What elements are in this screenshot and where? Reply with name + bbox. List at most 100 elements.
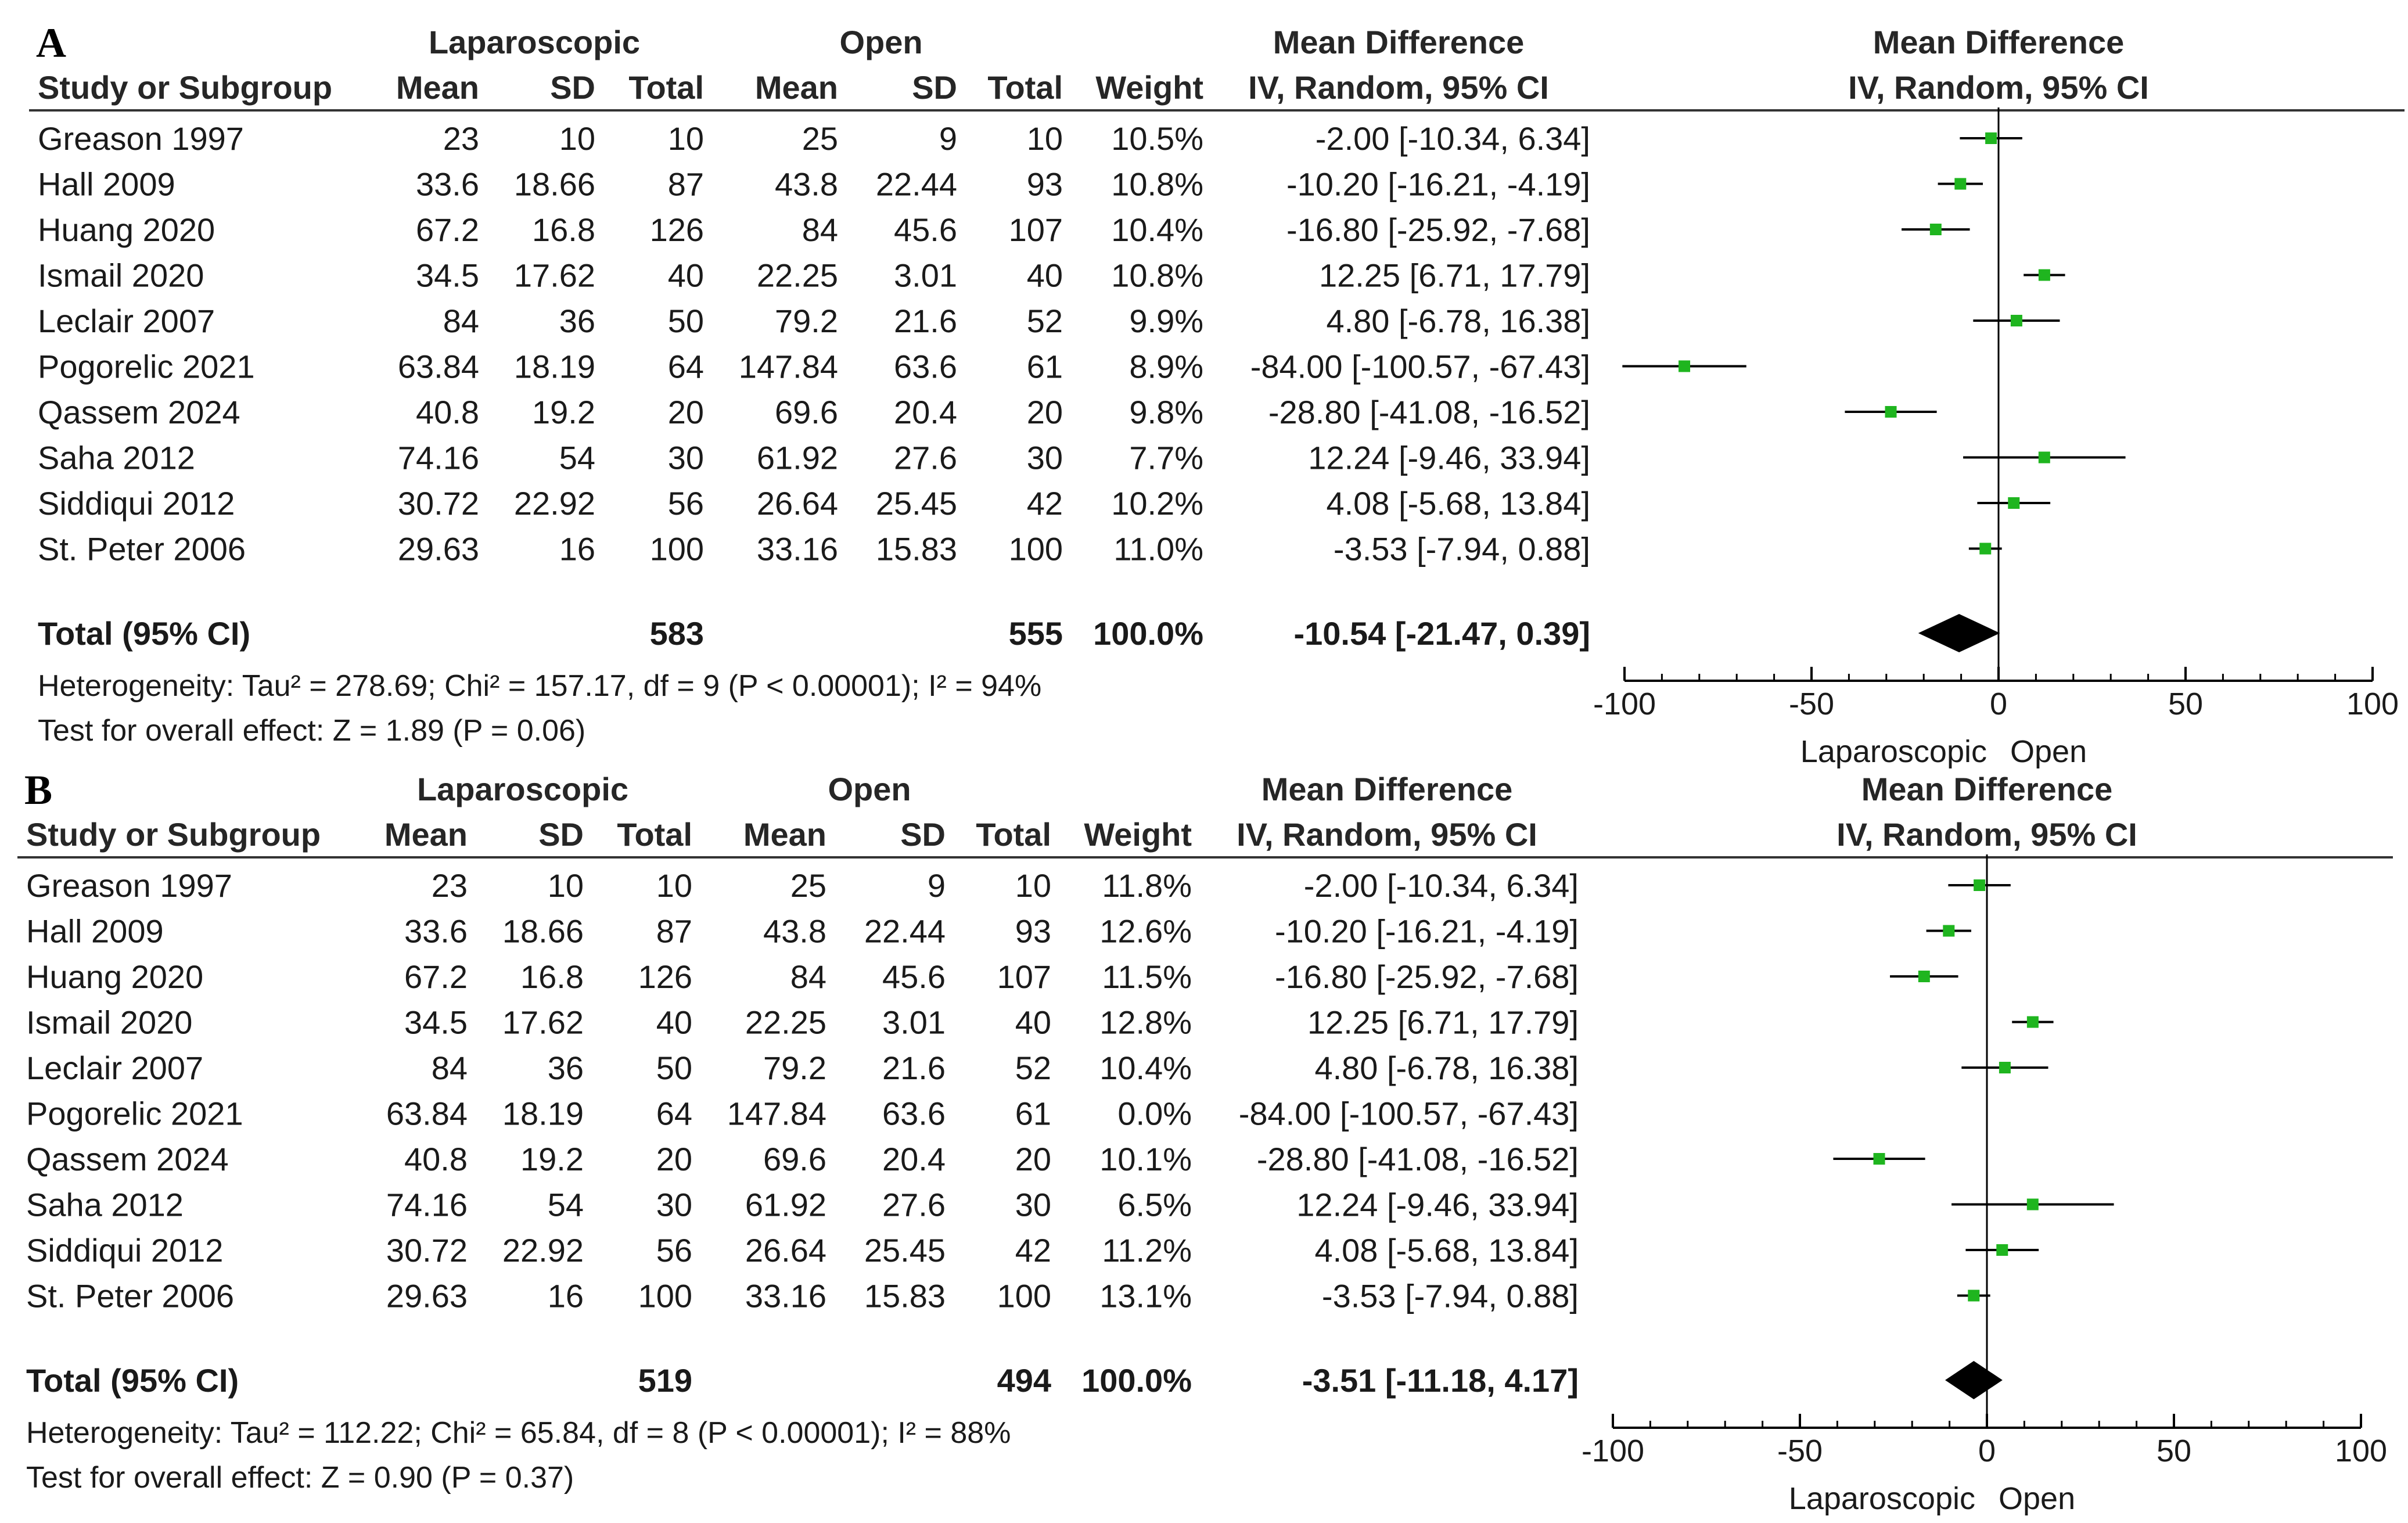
study-weight: 10.4% <box>1111 211 1203 248</box>
study-effect-ci: -84.00 [-100.57, -67.43] <box>1250 349 1590 385</box>
lap-mean: 84 <box>432 1050 468 1086</box>
lap-mean: 63.84 <box>398 349 479 385</box>
study-row: Huang 2020 67.2 16.8 126 84 45.6 107 11.5% -16.8… <box>26 958 1958 995</box>
lap-sd: 36 <box>548 1050 584 1086</box>
study-weight: 12.8% <box>1099 1004 1192 1041</box>
open-sd: 45.6 <box>882 958 946 995</box>
study-point-marker <box>1979 543 1992 555</box>
lap-mean: 33.6 <box>416 166 479 203</box>
open-total: 42 <box>1027 485 1063 522</box>
study-weight: 6.5% <box>1117 1187 1192 1223</box>
lap-mean: 63.84 <box>386 1095 468 1132</box>
open-total: 52 <box>1027 303 1063 339</box>
study-weight: 7.7% <box>1129 440 1203 476</box>
lap-mean: 23 <box>432 867 468 904</box>
lap-sd: 10 <box>559 120 595 157</box>
group1-header: Laparoscopic <box>429 24 640 60</box>
study-point-marker <box>1873 1153 1885 1165</box>
study-effect-ci: -28.80 [-41.08, -16.52] <box>1268 394 1590 430</box>
lap-mean: 23 <box>443 120 479 157</box>
open-total: 107 <box>1009 211 1063 248</box>
lap-mean: 29.63 <box>386 1278 468 1314</box>
study-effect-ci: -10.20 [-16.21, -4.19] <box>1275 913 1579 950</box>
study-row: Ismail 2020 34.5 17.62 40 22.25 3.01 40 10.8% 12… <box>38 257 2065 294</box>
open-total: 30 <box>1027 440 1063 476</box>
lap-sd: 16.8 <box>520 958 584 995</box>
lap-mean: 30.72 <box>398 485 479 522</box>
study-row: Pogorelic 2021 63.84 18.19 64 147.84 63.6 61 8.… <box>38 349 1746 385</box>
x-tick-label: -100 <box>1593 687 1656 721</box>
plot-method-header: IV, Random, 95% CI <box>1848 69 2149 106</box>
lap-total: 20 <box>668 394 704 430</box>
pooled-effect-diamond <box>1918 614 2000 652</box>
total-effect-ci: -10.54 [-21.47, 0.39] <box>1293 615 1590 652</box>
study-effect-ci: 4.08 [-5.68, 13.84] <box>1326 485 1590 522</box>
plot-method-header: IV, Random, 95% CI <box>1836 816 2137 853</box>
open-mean: 69.6 <box>763 1141 826 1177</box>
study-weight: 9.8% <box>1129 394 1203 430</box>
study-point-marker <box>2026 1016 2039 1028</box>
col-total2-header: Total <box>987 69 1063 106</box>
lap-sd: 16 <box>559 531 595 567</box>
open-total: 100 <box>1009 531 1063 567</box>
study-effect-ci: -3.53 [-7.94, 0.88] <box>1322 1278 1579 1314</box>
lap-total: 40 <box>668 257 704 294</box>
pooled-effect-diamond <box>1945 1361 2003 1399</box>
lap-mean: 84 <box>443 303 479 339</box>
open-sd: 27.6 <box>894 440 957 476</box>
study-weight: 10.8% <box>1111 257 1203 294</box>
open-mean: 147.84 <box>727 1095 826 1132</box>
lap-mean: 40.8 <box>416 394 479 430</box>
effect-title: Mean Difference <box>1261 771 1513 807</box>
col-sd1-header: SD <box>538 816 584 853</box>
study-point-marker <box>2026 1198 2039 1211</box>
total-weight: 100.0% <box>1081 1362 1192 1399</box>
col-method-header: IV, Random, 95% CI <box>1237 816 1537 853</box>
open-mean: 61.92 <box>745 1187 826 1223</box>
open-mean: 79.2 <box>775 303 838 339</box>
open-sd: 63.6 <box>894 349 957 385</box>
lap-sd: 54 <box>548 1187 584 1223</box>
x-tick-label: -50 <box>1777 1434 1823 1468</box>
study-point-marker <box>1954 178 1967 190</box>
open-sd: 3.01 <box>882 1004 946 1041</box>
study-row: Siddiqui 2012 30.72 22.92 56 26.64 25.45 42 10.… <box>38 485 2051 522</box>
study-effect-ci: 12.24 [-9.46, 33.94] <box>1296 1187 1579 1223</box>
lap-sd: 17.62 <box>514 257 595 294</box>
lap-sd: 19.2 <box>532 394 595 430</box>
study-weight: 11.5% <box>1102 958 1192 995</box>
open-total: 40 <box>1015 1004 1051 1041</box>
study-weight: 10.8% <box>1111 166 1203 203</box>
study-effect-ci: -2.00 [-10.34, 6.34] <box>1304 867 1579 904</box>
lap-sd: 10 <box>548 867 584 904</box>
open-mean: 147.84 <box>739 349 838 385</box>
open-total: 61 <box>1027 349 1063 385</box>
open-total: 10 <box>1027 120 1063 157</box>
x-tick-label: -50 <box>1789 687 1834 721</box>
open-total: 107 <box>997 958 1051 995</box>
study-effect-ci: -16.80 [-25.92, -7.68] <box>1286 211 1590 248</box>
study-point-marker <box>1985 132 1997 144</box>
study-weight: 8.9% <box>1129 349 1203 385</box>
study-point-marker <box>1885 406 1897 418</box>
x-tick-label: 50 <box>2168 687 2203 721</box>
lap-total: 30 <box>668 440 704 476</box>
study-name: Siddiqui 2012 <box>38 485 235 522</box>
favours-right-label: Open <box>1999 1481 2075 1516</box>
study-point-marker <box>1943 925 1955 937</box>
total-lap-n: 583 <box>650 615 704 652</box>
study-row: Greason 1997 23 10 10 25 9 10 10.5% -2.00 [-10.3… <box>38 120 2022 157</box>
study-effect-ci: 4.80 [-6.78, 16.38] <box>1314 1050 1579 1086</box>
open-mean: 79.2 <box>763 1050 826 1086</box>
lap-total: 64 <box>656 1095 692 1132</box>
open-total: 100 <box>997 1278 1051 1314</box>
lap-sd: 36 <box>559 303 595 339</box>
open-total: 10 <box>1015 867 1051 904</box>
col-study-header: Study or Subgroup <box>26 816 321 853</box>
lap-total: 126 <box>638 958 692 995</box>
study-name: Huang 2020 <box>38 211 215 248</box>
col-mean1-header: Mean <box>384 816 468 853</box>
lap-total: 10 <box>656 867 692 904</box>
x-tick-label: -100 <box>1582 1434 1644 1468</box>
open-total: 30 <box>1015 1187 1051 1223</box>
